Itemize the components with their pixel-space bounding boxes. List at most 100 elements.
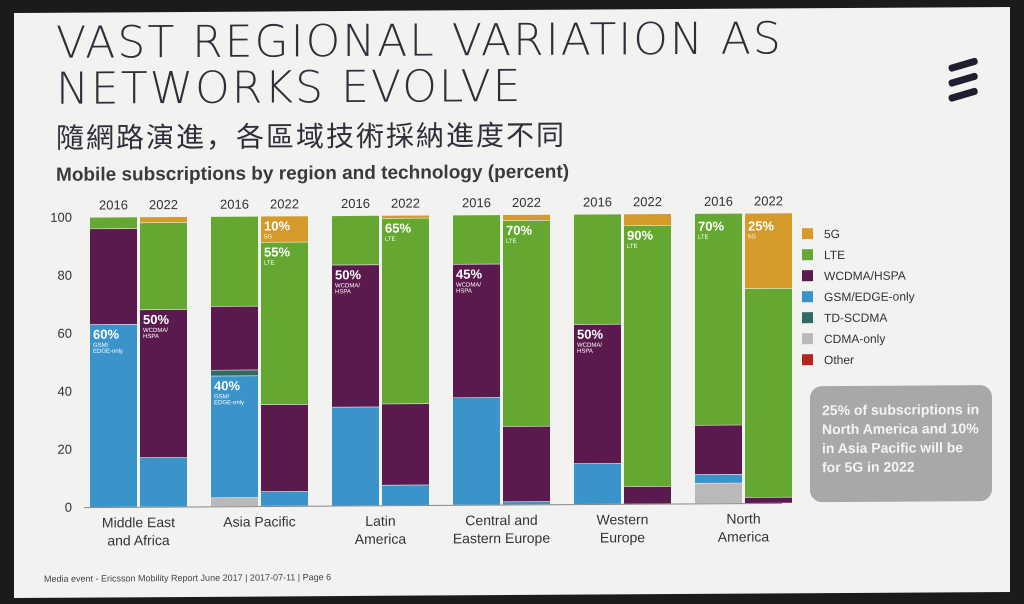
bar-segment xyxy=(261,216,308,243)
bar-segment xyxy=(574,463,621,505)
bar-segment xyxy=(382,404,429,485)
region-label: North xyxy=(726,510,760,526)
legend-label: WCDMA/HSPA xyxy=(824,268,906,283)
data-label: 55% xyxy=(264,244,290,259)
bar-segment xyxy=(211,497,258,507)
year-label: 2016 xyxy=(220,197,249,212)
bar-segment xyxy=(503,426,550,502)
legend-label: LTE xyxy=(824,247,846,262)
data-label-sub: 5G xyxy=(748,234,756,240)
data-label-sub: HSPA xyxy=(456,289,472,295)
bar-segment xyxy=(745,213,792,289)
data-label-sub: WCDMA/ xyxy=(577,343,602,349)
bar-segment xyxy=(624,225,671,487)
bar-segment xyxy=(624,214,671,226)
bar-segment xyxy=(140,216,187,223)
data-label-sub: LTE xyxy=(698,235,709,241)
year-label: 2022 xyxy=(270,196,299,211)
region-label: America xyxy=(355,531,407,547)
data-label-sub: HSPA xyxy=(143,334,159,340)
region-label: America xyxy=(718,528,770,544)
legend-item: 5G xyxy=(802,222,962,244)
region-label: Western xyxy=(597,511,649,527)
year-label: 2022 xyxy=(512,195,541,210)
bar-segment xyxy=(382,215,429,219)
bar-segment xyxy=(745,288,792,498)
bar-segment xyxy=(140,222,187,310)
legend-swatch xyxy=(802,270,813,282)
data-label-sub: LTE xyxy=(506,239,517,245)
data-label-sub: HSPA xyxy=(577,349,593,355)
year-label: 2016 xyxy=(704,194,733,209)
bar-segment xyxy=(90,228,137,325)
bar-segment xyxy=(211,216,258,307)
year-label: 2022 xyxy=(633,194,662,209)
bar-segment xyxy=(503,214,550,221)
bar-segment xyxy=(453,264,500,398)
data-label: 70% xyxy=(506,223,532,238)
region-label: Europe xyxy=(600,529,645,545)
bar-segment xyxy=(695,483,742,504)
region-label: and Africa xyxy=(107,532,169,548)
region-label: Eastern Europe xyxy=(453,530,550,547)
data-label-sub: EDGE-only xyxy=(93,349,123,355)
data-label: 25% xyxy=(748,218,774,233)
region-label: Asia Pacific xyxy=(223,513,295,529)
bar-segment xyxy=(503,501,550,505)
legend-label: TD-SCDMA xyxy=(824,310,888,325)
bar-segment xyxy=(453,397,500,505)
data-label-sub: WCDMA/ xyxy=(143,328,168,334)
y-tick-label: 20 xyxy=(58,442,72,457)
data-label: 50% xyxy=(335,267,361,282)
y-tick-label: 60 xyxy=(58,326,72,341)
legend-item: GSM/EDGE-only xyxy=(802,285,962,307)
bar-segment xyxy=(574,324,621,464)
data-label-sub: WCDMA/ xyxy=(335,283,360,289)
bar-segment xyxy=(745,497,792,503)
bar-segment xyxy=(332,265,379,407)
bar-segment xyxy=(261,404,308,492)
legend-label: Other xyxy=(824,352,855,367)
data-label: 40% xyxy=(214,378,240,393)
bar-segment xyxy=(211,370,258,376)
data-label: 45% xyxy=(456,266,482,281)
data-label: 90% xyxy=(627,228,653,243)
bar-segment xyxy=(453,215,500,265)
data-label-sub: HSPA xyxy=(335,289,351,295)
data-label: 50% xyxy=(143,312,169,327)
y-tick-label: 40 xyxy=(58,384,72,399)
legend-swatch xyxy=(802,228,813,240)
callout-box: 25% of subscriptions in North America an… xyxy=(810,385,992,503)
data-label: 50% xyxy=(577,327,603,342)
year-label: 2016 xyxy=(583,194,612,209)
bar-segment xyxy=(90,217,137,229)
legend-item: WCDMA/HSPA xyxy=(802,264,962,286)
data-label: 70% xyxy=(698,219,724,234)
legend-swatch xyxy=(802,291,813,303)
bar-segment xyxy=(382,485,429,506)
legend-label: 5G xyxy=(824,226,841,241)
region-label: Central and xyxy=(465,512,537,528)
x-axis-line xyxy=(84,502,782,509)
data-label-sub: LTE xyxy=(264,261,275,267)
bar-segment xyxy=(695,425,742,475)
footer-text: Media event - Ericsson Mobility Report J… xyxy=(44,572,332,584)
bar-segment xyxy=(695,213,742,425)
data-label-sub: LTE xyxy=(385,237,396,243)
data-label-sub: 5G xyxy=(264,234,272,240)
bar-segment xyxy=(261,242,308,405)
bar-segment xyxy=(261,491,308,506)
year-label: 2022 xyxy=(391,196,420,211)
bar-segment xyxy=(332,215,379,265)
legend-item: LTE xyxy=(802,243,962,265)
bar-segment xyxy=(211,306,258,370)
year-label: 2016 xyxy=(341,196,370,211)
bar-segment xyxy=(574,214,621,325)
y-tick-label: 100 xyxy=(50,210,72,225)
year-label: 2022 xyxy=(149,197,178,212)
y-tick-label: 80 xyxy=(58,268,72,283)
slide: VAST REGIONAL VARIATION AS NETWORKS EVOL… xyxy=(14,6,1010,599)
bar-segment xyxy=(695,474,742,483)
legend-swatch xyxy=(802,333,813,345)
year-label: 2016 xyxy=(462,195,491,210)
